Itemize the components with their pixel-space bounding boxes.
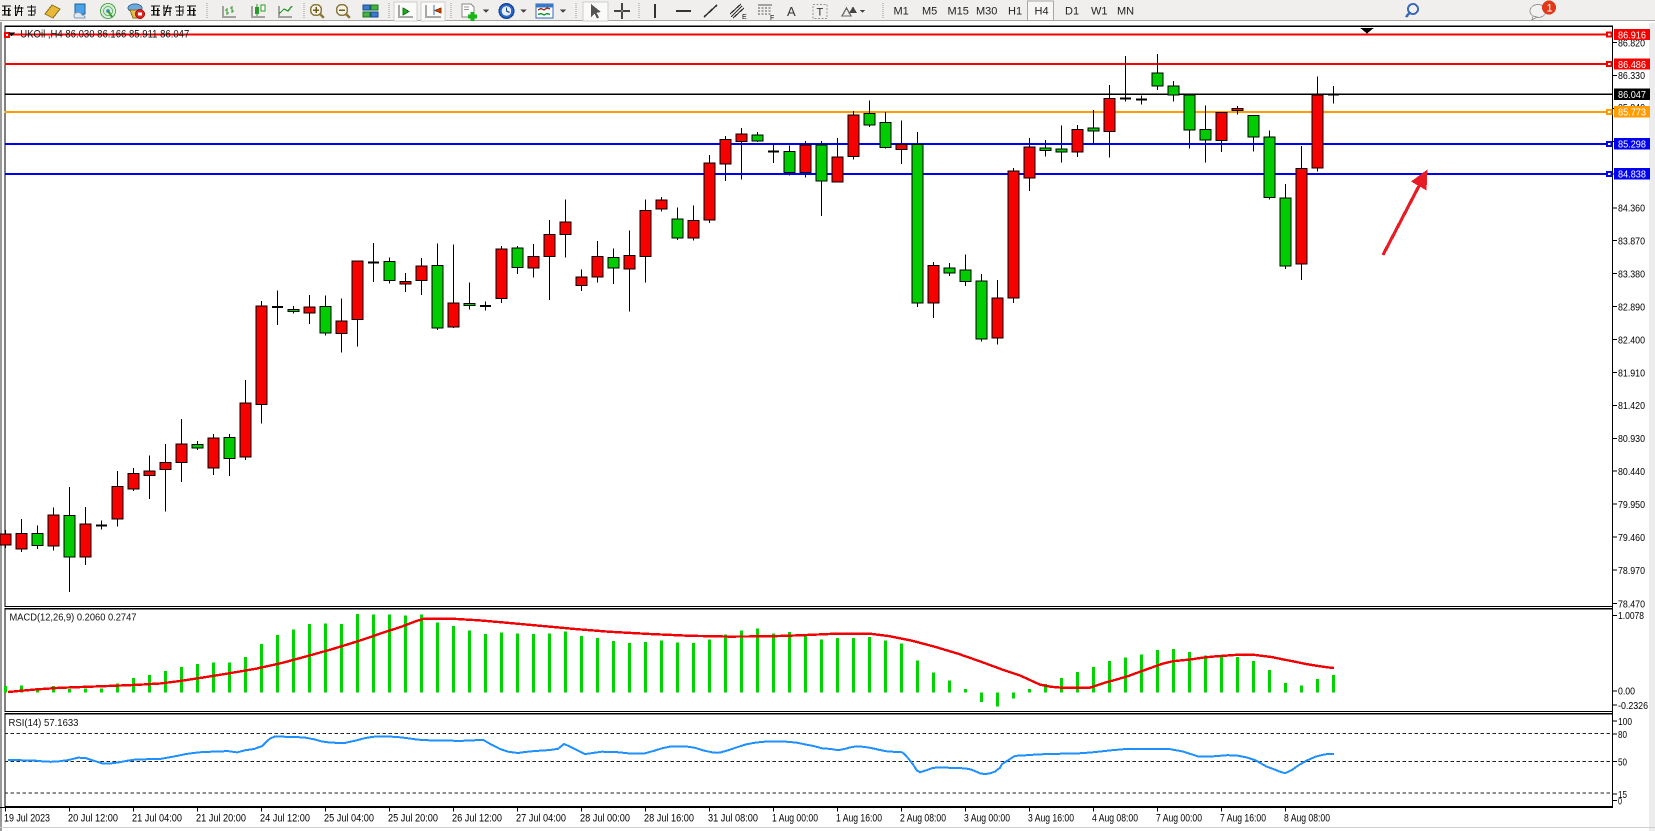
svg-text:86.486: 86.486 — [1618, 59, 1646, 71]
svg-text:80.440: 80.440 — [1618, 466, 1645, 478]
svg-text:86.916: 86.916 — [1618, 29, 1646, 41]
svg-text:H4: H4 — [1035, 6, 1049, 18]
svg-text:M30: M30 — [976, 6, 997, 18]
svg-text:UKOil ,H4 86.030 86.166 85.91: UKOil ,H4 86.030 86.166 85.911 86.047 — [20, 29, 189, 41]
svg-text:1 Aug 16:00: 1 Aug 16:00 — [836, 813, 882, 825]
svg-text:84.360: 84.360 — [1618, 203, 1645, 215]
svg-text:85.298: 85.298 — [1618, 139, 1646, 151]
svg-text:-0.2326: -0.2326 — [1618, 700, 1648, 712]
svg-text:86.820: 86.820 — [1618, 37, 1645, 49]
svg-text:24 Jul 12:00: 24 Jul 12:00 — [260, 813, 310, 825]
svg-text:21 Jul 04:00: 21 Jul 04:00 — [132, 813, 182, 825]
svg-text:100: 100 — [1618, 716, 1632, 728]
svg-text:82.400: 82.400 — [1618, 334, 1645, 346]
svg-text:84.838: 84.838 — [1618, 169, 1646, 181]
svg-text:27 Jul 04:00: 27 Jul 04:00 — [516, 813, 566, 825]
svg-text:26 Jul 12:00: 26 Jul 12:00 — [452, 813, 502, 825]
svg-text:0: 0 — [1618, 795, 1622, 807]
svg-text:81.420: 81.420 — [1618, 400, 1645, 412]
svg-text:85.773: 85.773 — [1618, 107, 1646, 119]
svg-text:1 Aug 00:00: 1 Aug 00:00 — [772, 813, 818, 825]
svg-text:H1: H1 — [1008, 6, 1022, 18]
svg-text:7 Aug 00:00: 7 Aug 00:00 — [1156, 813, 1202, 825]
svg-text:1: 1 — [1547, 3, 1553, 15]
svg-text:50: 50 — [1618, 756, 1627, 768]
svg-text:0.00: 0.00 — [1618, 686, 1635, 698]
svg-text:86.330: 86.330 — [1618, 70, 1645, 82]
svg-text:25 Jul 20:00: 25 Jul 20:00 — [388, 813, 438, 825]
svg-text:83.870: 83.870 — [1618, 236, 1645, 248]
svg-text:M5: M5 — [922, 6, 937, 18]
svg-text:28 Jul 00:00: 28 Jul 00:00 — [580, 813, 630, 825]
svg-text:28 Jul 16:00: 28 Jul 16:00 — [644, 813, 694, 825]
svg-text:RSI(14) 57.1633: RSI(14) 57.1633 — [9, 717, 79, 729]
svg-text:8 Aug 08:00: 8 Aug 08:00 — [1284, 813, 1330, 825]
svg-text:3 Aug 16:00: 3 Aug 16:00 — [1028, 813, 1074, 825]
svg-text:15: 15 — [1618, 789, 1627, 801]
svg-text:25 Jul 04:00: 25 Jul 04:00 — [324, 813, 374, 825]
svg-text:19 Jul 2023: 19 Jul 2023 — [4, 813, 50, 825]
svg-text:M15: M15 — [948, 6, 969, 18]
svg-text:MN: MN — [1117, 6, 1134, 18]
svg-text:F: F — [770, 15, 774, 22]
svg-text:D1: D1 — [1065, 6, 1079, 18]
svg-text:79.460: 79.460 — [1618, 532, 1645, 544]
svg-text:78.470: 78.470 — [1618, 598, 1645, 610]
svg-text:31 Jul 08:00: 31 Jul 08:00 — [708, 813, 758, 825]
svg-text:7 Aug 16:00: 7 Aug 16:00 — [1220, 813, 1266, 825]
svg-text:83.380: 83.380 — [1618, 269, 1645, 281]
svg-text:79.950: 79.950 — [1618, 499, 1645, 511]
svg-text:4 Aug 08:00: 4 Aug 08:00 — [1092, 813, 1138, 825]
svg-text:A: A — [787, 4, 796, 19]
svg-text:W1: W1 — [1091, 6, 1108, 18]
svg-text:MACD(12,26,9) 0.2060 0.2747: MACD(12,26,9) 0.2060 0.2747 — [10, 612, 137, 624]
svg-text:81.910: 81.910 — [1618, 367, 1645, 379]
svg-text:3 Aug 00:00: 3 Aug 00:00 — [964, 813, 1010, 825]
svg-text:78.970: 78.970 — [1618, 565, 1645, 577]
svg-text:80.930: 80.930 — [1618, 433, 1645, 445]
svg-text:20 Jul 12:00: 20 Jul 12:00 — [68, 813, 118, 825]
svg-text:M1: M1 — [894, 6, 909, 18]
svg-text:21 Jul 20:00: 21 Jul 20:00 — [196, 813, 246, 825]
svg-text:86.047: 86.047 — [1618, 89, 1646, 101]
svg-text:T: T — [817, 7, 824, 19]
svg-text:82.890: 82.890 — [1618, 301, 1645, 313]
svg-text:80: 80 — [1618, 729, 1627, 741]
svg-text:E: E — [742, 14, 747, 21]
svg-text:2 Aug 08:00: 2 Aug 08:00 — [900, 813, 946, 825]
svg-text:1.0078: 1.0078 — [1618, 610, 1644, 622]
